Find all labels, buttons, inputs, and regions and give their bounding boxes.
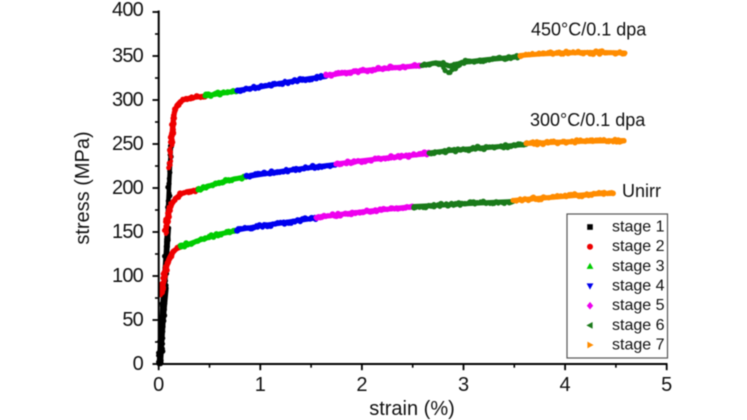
svg-text:3: 3 — [458, 374, 469, 396]
svg-text:strain (%): strain (%) — [369, 398, 455, 420]
svg-text:450°C/0.1 dpa: 450°C/0.1 dpa — [531, 20, 647, 40]
svg-text:300°C/0.1 dpa: 300°C/0.1 dpa — [530, 110, 646, 130]
svg-text:350: 350 — [112, 45, 144, 67]
svg-text:stage 4: stage 4 — [612, 278, 665, 295]
svg-text:200: 200 — [112, 177, 144, 199]
svg-text:4: 4 — [560, 374, 571, 396]
svg-text:2: 2 — [356, 374, 367, 396]
svg-text:stage 6: stage 6 — [612, 317, 665, 334]
svg-text:400: 400 — [112, 0, 144, 21]
svg-text:0: 0 — [133, 353, 144, 375]
svg-text:250: 250 — [112, 133, 144, 155]
svg-text:stage 3: stage 3 — [612, 258, 665, 275]
svg-text:stage 1: stage 1 — [612, 219, 665, 236]
svg-text:stage 5: stage 5 — [612, 297, 665, 314]
svg-text:1: 1 — [255, 374, 266, 396]
svg-text:0: 0 — [153, 374, 164, 396]
svg-text:5: 5 — [661, 374, 672, 396]
svg-text:Unirr: Unirr — [622, 181, 661, 201]
svg-text:100: 100 — [112, 265, 144, 287]
svg-text:stage 7: stage 7 — [612, 337, 665, 354]
svg-text:stage 2: stage 2 — [612, 238, 665, 255]
svg-text:300: 300 — [112, 89, 144, 111]
svg-text:150: 150 — [112, 221, 144, 243]
svg-text:50: 50 — [122, 309, 143, 331]
svg-text:stress (MPa): stress (MPa) — [72, 131, 94, 244]
